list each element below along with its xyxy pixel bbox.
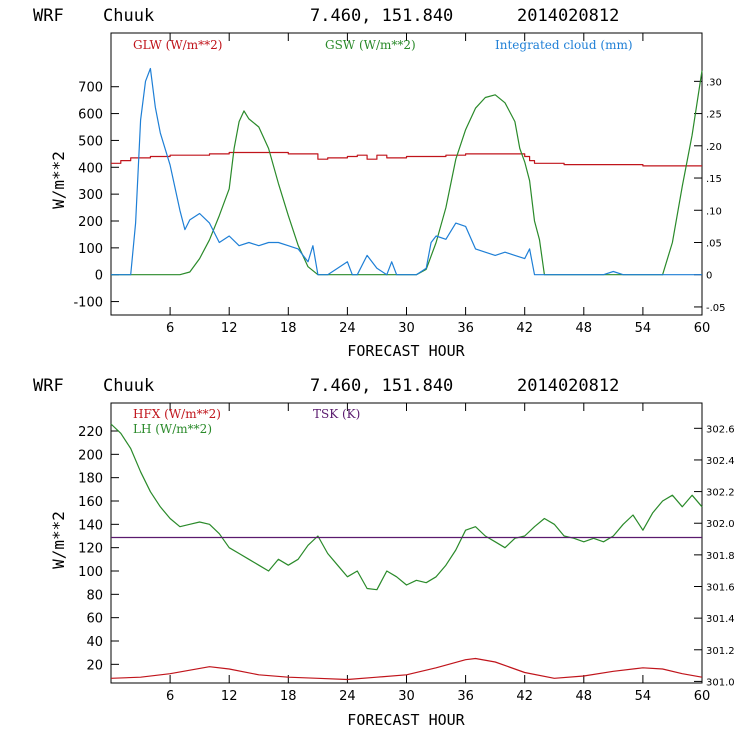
panel2-model: WRF: [33, 376, 64, 396]
panel2-ytick-label: 80: [86, 588, 103, 603]
panel2-y2tick-label: 301.0: [706, 677, 735, 688]
legend-gsw: GSW (W/m**2): [325, 38, 416, 52]
panel2-date: 2014020812: [517, 376, 619, 396]
panel1-ytick-label: 400: [78, 161, 103, 176]
chart-panel-radiation: 6 12 18 24 30 36 42 48 54 60 -100 0 100 200 300 400 500 6…: [73, 32, 726, 336]
legend-tsk: TSK (K): [313, 407, 360, 421]
panel1-xtick-label: 6: [166, 321, 174, 336]
panel1-xtick-label: 36: [457, 321, 474, 336]
panel2-series-line-hfx: [110, 657, 703, 681]
panel2-xtick-label: 48: [576, 689, 593, 704]
panel1-ytick-label: 200: [78, 215, 103, 230]
panel1-ytick-label: 0: [95, 269, 103, 284]
panel2-y2tick-label: 302.2: [706, 488, 735, 499]
panel1-date: 2014020812: [517, 6, 619, 26]
panel1-ytick-label: 500: [78, 134, 103, 149]
panel1-ytick-label: 600: [78, 108, 103, 123]
panel2-ytick-label: 200: [78, 448, 103, 463]
panel2-ytick-label: 220: [78, 425, 103, 440]
panel1-y2tick-label: -.05: [706, 303, 726, 314]
panel2-xtick-label: 12: [221, 689, 238, 704]
panel1-ytick-label: -100: [73, 296, 103, 311]
panel1-xtick-label: 42: [516, 321, 533, 336]
panel2-y2tick-label: 302.4: [706, 456, 735, 467]
panel1-y2tick-label: .05: [706, 238, 722, 249]
panel1-xtick-label: 12: [221, 321, 238, 336]
panel1-xtick-label: 48: [576, 321, 593, 336]
panel1-xtick-label: 60: [694, 321, 711, 336]
panel1-y2tick-label: .15: [706, 174, 722, 185]
panel1-ylabel: W/m**2: [49, 151, 68, 209]
panel2-plot-frame: [110, 402, 703, 684]
panel2-ytick-label: 40: [86, 635, 103, 650]
panel1-xtick-label: 18: [280, 321, 297, 336]
panel1-series-line-glw: [111, 151, 702, 167]
panel1-station: Chuuk: [103, 6, 154, 26]
panel2-y2tick-label: 301.8: [706, 551, 735, 562]
panel2-y2tick-label: 302.0: [706, 519, 735, 530]
panel1-ytick-label: 700: [78, 81, 103, 96]
panel1-series-line-integrated: [111, 67, 702, 276]
panel1-y2tick-label: .10: [706, 206, 722, 217]
panel1-y2tick-label: .25: [706, 110, 722, 121]
panel2-ytick-label: 140: [78, 518, 103, 533]
panel1-coords: 7.460, 151.840: [310, 6, 453, 26]
panel2-ytick-label: 120: [78, 542, 103, 557]
panel1-series-line-gsw: [111, 70, 703, 276]
panel2-y2tick-label: 301.2: [706, 646, 735, 657]
panel2-station: Chuuk: [103, 376, 154, 396]
panel1-xtick-label: 24: [339, 321, 356, 336]
panel2-xtick-label: 30: [398, 689, 415, 704]
panel2-xtick-label: 54: [635, 689, 652, 704]
panel2-y2tick-label: 302.6: [706, 424, 735, 435]
chart-panel-fluxes: 6 12 18 24 30 36 42 48 54 60 20 40 60 80 100 120 140 160 1…: [78, 402, 735, 704]
panel1-y2tick-label: .20: [706, 142, 722, 153]
panel1-ytick-label: 100: [78, 242, 103, 257]
panel2-ytick-label: 100: [78, 565, 103, 580]
panel2-ylabel: W/m**2: [49, 511, 68, 569]
panel1-model: WRF: [33, 6, 64, 26]
panel1-ytick-label: 300: [78, 188, 103, 203]
panel2-xtick-label: 42: [516, 689, 533, 704]
panel1-xtick-label: 54: [635, 321, 652, 336]
panel2-xtick-label: 60: [694, 689, 711, 704]
panel2-series-line-lh: [110, 423, 703, 591]
panel2-ytick-label: 60: [86, 612, 103, 627]
panel1-xtick-label: 30: [398, 321, 415, 336]
legend-hfx: HFX (W/m**2): [133, 407, 221, 421]
panel2-xlabel: FORECAST HOUR: [347, 711, 465, 729]
panel2-coords: 7.460, 151.840: [310, 376, 453, 396]
panel2-ytick-label: 180: [78, 472, 103, 487]
panel2-ytick-label: 20: [86, 658, 103, 673]
legend-glw: GLW (W/m**2): [133, 38, 222, 52]
panel2-y2tick-label: 301.6: [706, 583, 735, 594]
panel2-xtick-label: 24: [339, 689, 356, 704]
panel1-plot-frame: [110, 32, 703, 316]
panel1-y2tick-label: 0: [706, 271, 712, 282]
panel2-xtick-label: 6: [166, 689, 174, 704]
panel1-xlabel: FORECAST HOUR: [347, 342, 465, 360]
legend-cloud: Integrated cloud (mm): [495, 38, 633, 52]
panel1-y2tick-label: .30: [706, 77, 722, 88]
panel2-xtick-label: 18: [280, 689, 297, 704]
panel2-y2tick-label: 301.4: [706, 614, 735, 625]
panel2-ytick-label: 160: [78, 495, 103, 510]
legend-lh: LH (W/m**2): [133, 422, 212, 436]
panel2-xtick-label: 36: [457, 689, 474, 704]
